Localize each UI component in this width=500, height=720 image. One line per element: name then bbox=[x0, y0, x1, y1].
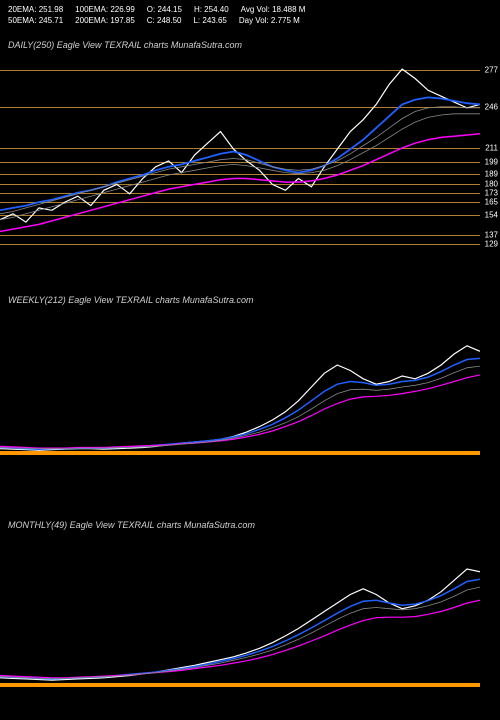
h-label: 246 bbox=[485, 102, 498, 111]
monthly-chart-area bbox=[0, 535, 500, 705]
weekly-title: WEEKLY(212) Eagle View TEXRAIL charts Mu… bbox=[8, 295, 253, 305]
weekly-chart-area bbox=[0, 310, 500, 475]
ema100: 100EMA: 226.99 bbox=[75, 4, 135, 15]
avgvol: Avg Vol: 18.488 M bbox=[241, 4, 306, 15]
daily-chart-area: 277246211199189180173165154137129 bbox=[0, 55, 500, 255]
h-label: 199 bbox=[485, 158, 498, 167]
daily-title: DAILY(250) Eagle View TEXRAIL charts Mun… bbox=[8, 40, 242, 50]
h-label: 173 bbox=[485, 188, 498, 197]
stat-row-2: 50EMA: 245.71 200EMA: 197.85 C: 248.50 L… bbox=[8, 15, 492, 26]
monthly-series-gray bbox=[0, 587, 480, 678]
monthly-lines bbox=[0, 535, 480, 705]
daily-series-gray1 bbox=[0, 107, 480, 214]
open: O: 244.15 bbox=[147, 4, 182, 15]
daily-series-magenta bbox=[0, 134, 480, 232]
monthly-series-blue bbox=[0, 579, 480, 679]
weekly-series-white bbox=[0, 346, 480, 451]
weekly-lines bbox=[0, 310, 480, 475]
monthly-series-white bbox=[0, 569, 480, 680]
dayvol: Day Vol: 2.775 M bbox=[239, 15, 300, 26]
ema200: 200EMA: 197.85 bbox=[75, 15, 135, 26]
low: L: 243.65 bbox=[193, 15, 226, 26]
h-label: 137 bbox=[485, 231, 498, 240]
h-label: 165 bbox=[485, 198, 498, 207]
h-label: 154 bbox=[485, 211, 498, 220]
stat-row-1: 20EMA: 251.98 100EMA: 226.99 O: 244.15 H… bbox=[8, 4, 492, 15]
daily-series-blue bbox=[0, 97, 480, 210]
header-stats: 20EMA: 251.98 100EMA: 226.99 O: 244.15 H… bbox=[8, 4, 492, 26]
daily-series-gray2 bbox=[0, 114, 480, 220]
weekly-series-blue bbox=[0, 358, 480, 449]
ema20: 20EMA: 251.98 bbox=[8, 4, 63, 15]
h-label: 211 bbox=[485, 143, 498, 152]
monthly-title: MONTHLY(49) Eagle View TEXRAIL charts Mu… bbox=[8, 520, 255, 530]
h-label: 189 bbox=[485, 169, 498, 178]
monthly-series-magenta bbox=[0, 600, 480, 678]
h-label: 129 bbox=[485, 240, 498, 249]
ema50: 50EMA: 245.71 bbox=[8, 15, 63, 26]
daily-lines bbox=[0, 55, 480, 255]
weekly-series-gray bbox=[0, 366, 480, 449]
high: H: 254.40 bbox=[194, 4, 229, 15]
h-label: 277 bbox=[485, 66, 498, 75]
close: C: 248.50 bbox=[147, 15, 182, 26]
